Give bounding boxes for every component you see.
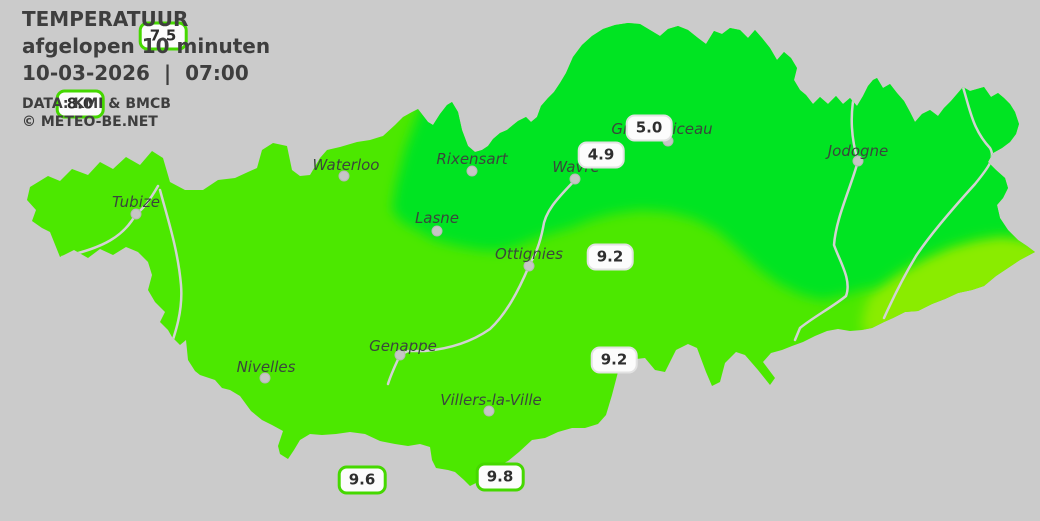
river-gette (793, 84, 860, 342)
city-marker (523, 260, 535, 272)
station-value-badge: 9.2 (586, 243, 634, 271)
city-marker (483, 405, 495, 417)
city-label: Lasne (415, 209, 459, 227)
city-label: Jodogne (825, 142, 889, 160)
river-east (882, 85, 994, 320)
city-marker (259, 372, 271, 384)
city-marker (394, 349, 406, 361)
city-label: Villers-la-Ville (440, 391, 542, 409)
city-label: Ottignies (495, 245, 563, 263)
city-marker (466, 165, 478, 177)
city-marker (852, 155, 864, 167)
city-label: Tubize (112, 193, 160, 211)
station-value-badge: 7.5 (138, 21, 188, 51)
station-value-badge: 4.9 (577, 141, 625, 169)
city-marker (569, 173, 581, 185)
station-value-badge: 9.6 (337, 465, 387, 495)
city-marker (130, 208, 142, 220)
river-canal-south (158, 188, 183, 356)
city-label: Genappe (369, 337, 437, 355)
city-label: Nivelles (237, 358, 296, 376)
city-marker (431, 225, 443, 237)
station-value-badge: 5.0 (625, 114, 673, 142)
station-value-badge: 8.0 (55, 89, 105, 119)
station-value-badge: 9.8 (475, 462, 525, 492)
city-marker (338, 170, 350, 182)
city-label: Waterloo (312, 156, 379, 174)
city-label: Rixensart (436, 150, 508, 168)
station-value-badge: 9.2 (590, 346, 638, 374)
